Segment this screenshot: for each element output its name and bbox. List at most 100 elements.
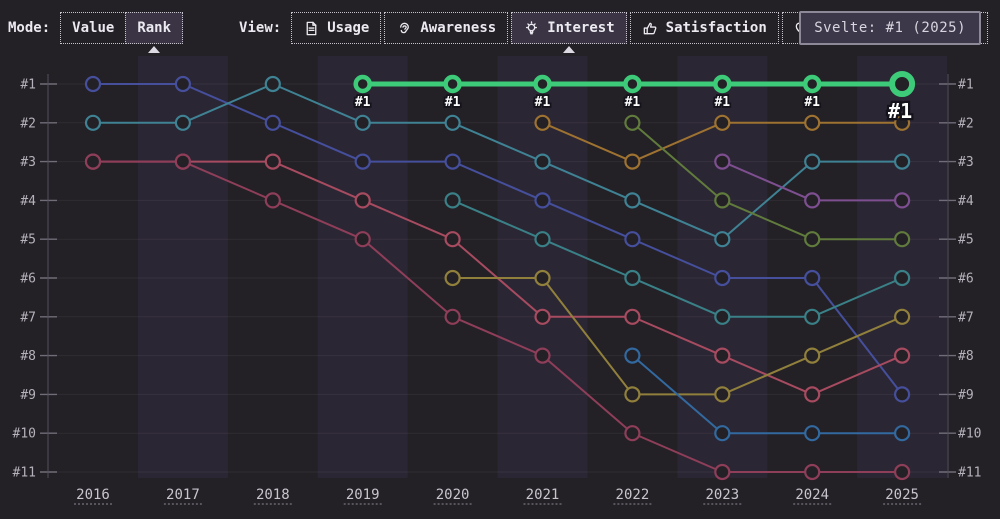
svelte-point[interactable] [443,74,462,94]
rank-axis-label-left: #1 [20,78,36,93]
mode-value-button[interactable]: Value [60,12,127,44]
series-teal-point[interactable] [174,114,191,131]
year-label[interactable]: 2017 [166,487,200,503]
series-indigo-point[interactable] [84,75,102,93]
series-teal-point[interactable] [354,114,371,131]
series-olive-point[interactable] [804,347,821,364]
series-amber-point[interactable] [893,114,911,131]
series-steel-point[interactable] [804,425,821,442]
series-amber-point[interactable] [714,114,731,131]
series-indigo-point[interactable] [354,153,371,170]
series-indigo-point[interactable] [174,75,191,93]
svelte-point[interactable] [353,74,372,94]
series-olive-point[interactable] [893,308,911,325]
year-label[interactable]: 2016 [76,487,110,503]
series-amber-point[interactable] [804,114,821,131]
series-teal-line[interactable] [92,83,904,241]
series-indigo-point[interactable] [893,386,911,403]
series-teal-point[interactable] [804,153,821,170]
series-indigo-point[interactable] [264,114,281,131]
series-teal-point[interactable] [624,192,641,209]
series-cyan-point[interactable] [534,231,551,248]
series-maroon-point[interactable] [804,463,821,481]
year-label[interactable]: 2020 [436,487,470,503]
series-cyan-line[interactable] [451,199,904,318]
svelte-rank-tooltip: Svelte: #1 (2025) [799,11,981,45]
series-teal-point[interactable] [264,75,281,93]
svelte-point[interactable] [889,71,916,97]
series-maroon-point[interactable] [264,192,281,209]
series-olive-point[interactable] [624,386,641,403]
series-indigo-point[interactable] [714,269,731,287]
series-maroon-point[interactable] [174,153,191,170]
series-cyan-point[interactable] [714,308,731,325]
series-moss-point[interactable] [893,231,911,248]
document-icon [303,20,320,37]
series-teal-point[interactable] [444,114,461,131]
tab-satisfaction[interactable]: Satisfaction [629,12,779,44]
series-crimson-point[interactable] [264,153,281,170]
series-cyan-point[interactable] [804,308,821,325]
series-steel-point[interactable] [624,347,641,364]
lightbulb-icon [523,20,540,37]
svelte-point[interactable] [533,74,552,94]
series-maroon-point[interactable] [534,347,551,364]
year-label[interactable]: 2019 [346,487,380,503]
series-steel-point[interactable] [893,425,911,442]
series-maroon-point[interactable] [624,425,641,442]
year-label[interactable]: 2022 [616,487,650,503]
year-label[interactable]: 2024 [795,487,829,503]
series-crimson-point[interactable] [444,231,461,248]
svelte-point[interactable] [802,74,822,94]
series-maroon-point[interactable] [444,308,461,325]
series-maroon-line[interactable] [92,160,904,473]
toolbar: Mode: Value Rank View: Usage Awareness I… [0,0,1000,56]
series-maroon-point[interactable] [84,153,102,170]
series-maroon-point[interactable] [714,463,731,481]
series-moss-point[interactable] [714,192,731,209]
series-violet-point[interactable] [893,192,911,209]
series-cyan-point[interactable] [444,192,461,209]
tab-interest[interactable]: Interest [511,12,627,53]
series-indigo-point[interactable] [534,192,551,209]
series-teal-point[interactable] [84,114,102,131]
svelte-point[interactable] [713,74,732,94]
series-teal-point[interactable] [534,153,551,170]
year-label[interactable]: 2021 [526,487,560,503]
series-cyan-point[interactable] [893,269,911,287]
series-crimson-point[interactable] [714,347,731,364]
tab-usage[interactable]: Usage [291,12,382,44]
year-label[interactable]: 2018 [256,487,290,503]
series-teal-point[interactable] [714,231,731,248]
series-amber-point[interactable] [624,153,641,170]
series-steel-line[interactable] [631,354,904,435]
series-amber-point[interactable] [534,114,551,131]
series-crimson-point[interactable] [354,192,371,209]
series-olive-point[interactable] [534,269,551,287]
svelte-point[interactable] [623,74,642,94]
series-moss-point[interactable] [804,231,821,248]
series-crimson-point[interactable] [534,308,551,325]
series-maroon-point[interactable] [354,231,371,248]
series-steel-point[interactable] [714,425,731,442]
mode-rank-button[interactable]: Rank [125,12,184,53]
series-teal-point[interactable] [893,153,911,170]
series-moss-point[interactable] [624,114,641,131]
view-label: View: [239,20,282,36]
series-indigo-point[interactable] [444,153,461,170]
year-label[interactable]: 2025 [885,487,919,503]
series-olive-point[interactable] [444,269,461,287]
series-crimson-point[interactable] [624,308,641,325]
series-violet-point[interactable] [714,153,731,170]
series-indigo-point[interactable] [804,269,821,287]
series-maroon-point[interactable] [893,463,911,481]
series-violet-point[interactable] [804,192,821,209]
tab-awareness[interactable]: Awareness [384,12,509,44]
year-label[interactable]: 2023 [705,487,739,503]
series-crimson-point[interactable] [804,386,821,403]
series-crimson-point[interactable] [893,347,911,364]
series-cyan-point[interactable] [624,269,641,287]
series-olive-point[interactable] [714,386,731,403]
series-moss-line[interactable] [631,121,904,241]
series-indigo-point[interactable] [624,231,641,248]
